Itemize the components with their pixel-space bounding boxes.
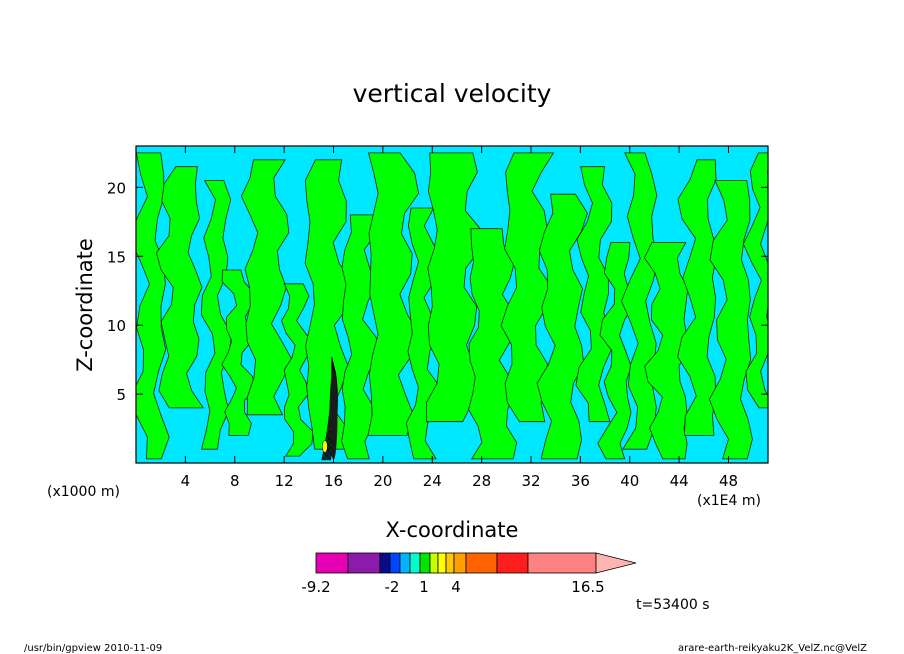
positive-velocity-region	[136, 152, 170, 460]
footer-left: /usr/bin/gpview 2010-11-09	[24, 643, 162, 654]
colorbar	[315, 552, 637, 574]
plume-peak-region	[322, 440, 328, 453]
colorbar-swatch	[389, 552, 401, 574]
positive-velocity-region	[200, 180, 232, 450]
positive-velocity-region	[500, 152, 555, 423]
y-tick-label: 10	[107, 317, 126, 335]
x-tick-label: 12	[275, 472, 294, 490]
colorbar-swatch	[379, 552, 391, 574]
x-tick-label: 36	[571, 472, 590, 490]
y-tick-label: 5	[116, 386, 126, 404]
plot-area	[135, 145, 769, 464]
x-axis-ticks: 4 8 12 16 20 24 28 32 36 40 44 48	[181, 146, 738, 490]
colorbar-label: -9.2	[301, 578, 330, 596]
colorbar-label: -2	[385, 578, 400, 596]
colorbar-swatch	[453, 552, 467, 574]
colorbar-swatch	[409, 552, 421, 574]
plume-core	[329, 370, 338, 460]
colorbar-swatch	[347, 552, 381, 574]
x-tick-label: 28	[472, 472, 491, 490]
colorbar-swatch	[437, 552, 447, 574]
colorbar-label: 4	[451, 578, 461, 596]
colorbar-swatch	[465, 552, 498, 574]
positive-velocity-region	[677, 159, 717, 436]
colorbar-swatch	[527, 552, 597, 574]
colorbar-labels: -9.2 -2 1 4 16.5	[301, 578, 604, 596]
positive-velocity-region	[536, 193, 588, 460]
colorbar-swatch	[315, 552, 349, 574]
x-tick-label: 44	[670, 472, 689, 490]
positive-velocity-region	[240, 159, 293, 416]
x-tick-label: 48	[719, 472, 738, 490]
positive-velocity-region	[281, 283, 315, 457]
colorbar-swatch	[445, 552, 455, 574]
colorbar-swatch	[496, 552, 529, 574]
y-axis-ticks: 5 10 15 20	[107, 179, 768, 404]
positive-velocity-region	[643, 242, 689, 460]
y-axis-title: Z-coordinate	[73, 238, 97, 372]
y-tick-label: 15	[107, 248, 126, 266]
x-tick-label: 24	[423, 472, 442, 490]
chart-title: vertical velocity	[353, 79, 552, 108]
x-tick-label: 16	[324, 472, 343, 490]
colorbar-extend-arrow	[595, 552, 637, 574]
x-tick-label: 4	[181, 472, 191, 490]
positive-velocity-region	[155, 166, 205, 409]
y-tick-label: 20	[107, 179, 126, 197]
colorbar-swatch	[429, 552, 439, 574]
positive-velocity-region	[742, 152, 768, 409]
x-unit-left: (x1000 m)	[47, 484, 120, 500]
x-tick-label: 8	[230, 472, 240, 490]
contour-fill-layer	[136, 152, 768, 460]
positive-velocity-region	[426, 152, 483, 423]
colorbar-label: 1	[419, 578, 429, 596]
x-axis-title: X-coordinate	[386, 518, 519, 542]
positive-velocity-region	[708, 180, 753, 460]
colorbar-swatch	[419, 552, 431, 574]
plume-contour-layer	[321, 356, 338, 461]
x-tick-label: 20	[373, 472, 392, 490]
x-tick-label: 40	[620, 472, 639, 490]
x-tick-label: 32	[521, 472, 540, 490]
colorbar-label: 16.5	[571, 578, 604, 596]
x-unit-right: (x1E4 m)	[697, 493, 761, 509]
plot-frame	[135, 145, 769, 464]
time-label: t=53400 s	[636, 597, 710, 613]
colorbar-swatch	[399, 552, 411, 574]
footer-right: arare-earth-reikyaku2K_VelZ.nc@VelZ	[678, 643, 867, 654]
